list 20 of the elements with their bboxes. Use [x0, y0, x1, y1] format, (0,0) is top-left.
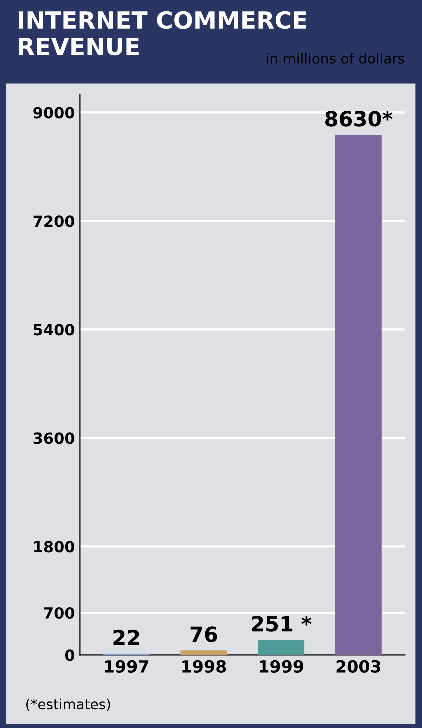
x-tick-label: 2003	[336, 660, 381, 673]
data-label: 22	[114, 630, 140, 646]
y-tick-label: 9000	[34, 107, 75, 119]
x-tick-label: 1999	[260, 660, 304, 673]
bar	[258, 640, 305, 656]
y-tick-label: 7200	[34, 216, 75, 228]
data-label: 251 *	[252, 616, 312, 632]
text: (*estimates)	[26, 698, 110, 712]
text: in millions of dollars	[267, 53, 404, 64]
y-tick-label: 0	[65, 650, 75, 662]
y-tick-label: 5400	[34, 324, 75, 336]
bar	[335, 135, 382, 656]
data-label: 8630*	[326, 111, 393, 127]
y-tick-label: 700	[44, 607, 75, 620]
x-tick-label: 1998	[182, 660, 226, 673]
x-tick-label: 1997	[105, 660, 148, 673]
y-tick-label: 1800	[34, 541, 75, 553]
bar	[180, 650, 228, 656]
y-tick-label: 3600	[34, 432, 75, 444]
data-label: 76	[190, 626, 218, 642]
